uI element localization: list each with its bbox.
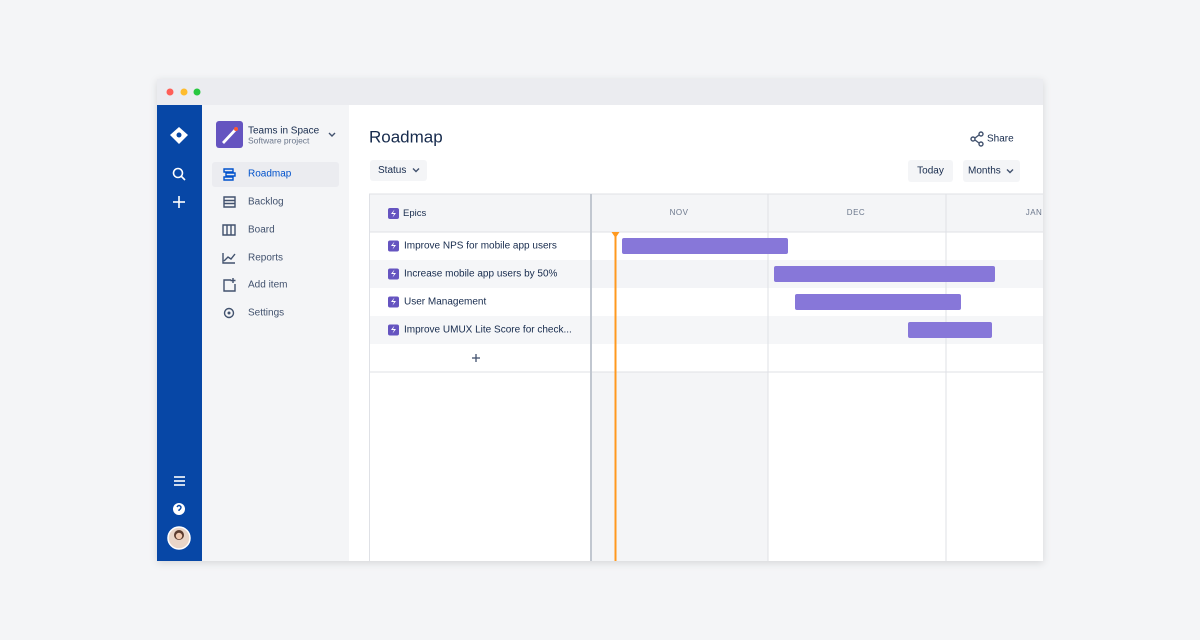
- title-bar: [157, 79, 1043, 105]
- roadmap: Epics NOV DEC JAN Improve NPS for mobile…: [369, 193, 1043, 561]
- nav-label: Add item: [248, 280, 287, 291]
- avatar-face: [175, 532, 183, 540]
- today-bg: [908, 160, 953, 182]
- logo-center: [176, 132, 182, 138]
- nav-label: Reports: [248, 253, 283, 264]
- share-label: Share: [987, 134, 1014, 145]
- epic-row[interactable]: Increase mobile app users by 50%: [388, 268, 558, 280]
- epic-title: Improve UMUX Lite Score for check...: [404, 325, 572, 336]
- minimize-dot[interactable]: [180, 88, 188, 96]
- epic-list: Improve NPS for mobile app users Increase…: [388, 240, 572, 336]
- epic-bar[interactable]: [908, 322, 992, 338]
- month-label: DEC: [847, 208, 865, 217]
- roadmap-icon: [223, 168, 236, 181]
- share-icon: [970, 131, 984, 147]
- months-label: Months: [968, 166, 1001, 177]
- page-title: Roadmap: [369, 127, 443, 146]
- add-item-icon: [223, 278, 236, 292]
- epic-bar[interactable]: [622, 238, 788, 254]
- epic-icon-bolt: [391, 297, 396, 306]
- board-icon: [222, 224, 236, 236]
- status-filter[interactable]: Status: [370, 160, 427, 181]
- month-label: NOV: [670, 208, 689, 217]
- grid-header-bg: [369, 194, 1043, 232]
- nav-label: Roadmap: [248, 169, 292, 180]
- epic-row[interactable]: Improve NPS for mobile app users: [388, 240, 557, 252]
- nav-item[interactable]: Settings: [223, 307, 285, 319]
- nav-item[interactable]: Backlog: [223, 196, 284, 208]
- past-shade: [591, 372, 768, 561]
- epic-title: Improve NPS for mobile app users: [404, 241, 557, 252]
- epic-bar[interactable]: [795, 294, 961, 310]
- column-title: Epics: [403, 208, 426, 219]
- epic-bar[interactable]: [774, 266, 995, 282]
- months-bg: [963, 160, 1020, 182]
- page-header: Roadmap Share Status Today Months: [369, 127, 1020, 182]
- epic-title: User Management: [404, 297, 486, 308]
- project-name: Teams in Space: [248, 126, 320, 137]
- nav-label: Board: [248, 225, 275, 236]
- epic-icon-bolt: [391, 269, 396, 278]
- epic-title: Increase mobile app users by 50%: [404, 269, 558, 280]
- global-nav-bg: [157, 105, 202, 561]
- month-label: JAN: [1026, 208, 1043, 217]
- nav-item[interactable]: Add item: [223, 278, 287, 292]
- reports-icon: [222, 253, 236, 264]
- status-bg: [370, 160, 427, 181]
- help-glyph: [176, 504, 182, 511]
- nav-label: Backlog: [248, 197, 284, 208]
- project-chevron[interactable]: [328, 132, 336, 137]
- status-chevron: [412, 168, 420, 173]
- today-button[interactable]: Today: [908, 160, 953, 182]
- epic-row[interactable]: Improve UMUX Lite Score for check...: [388, 324, 572, 336]
- menu-icon[interactable]: [174, 476, 185, 486]
- backlog-icon: [223, 196, 236, 208]
- project-subtitle: Software project: [248, 135, 310, 145]
- create-icon[interactable]: [173, 196, 185, 208]
- nav-item[interactable]: Board: [222, 224, 275, 236]
- months-chevron: [1006, 169, 1014, 174]
- sidebar: Teams in Space Software project Roadmap …: [202, 105, 349, 561]
- epic-icon-bolt: [391, 325, 396, 334]
- share-button[interactable]: Share: [970, 131, 1014, 147]
- zoom-dot[interactable]: [193, 88, 201, 96]
- add-epic[interactable]: [472, 354, 480, 362]
- rocket: [222, 127, 238, 144]
- rocket-tip: [234, 127, 238, 131]
- global-nav: [157, 105, 202, 561]
- months-button[interactable]: Months: [963, 160, 1020, 182]
- epic-icon-bolt: [391, 209, 396, 218]
- nav-item[interactable]: Reports: [222, 253, 283, 264]
- status-label: Status: [378, 165, 406, 176]
- epic-row[interactable]: User Management: [388, 296, 486, 308]
- nav-label: Settings: [248, 308, 284, 319]
- epic-icon-bolt: [391, 241, 396, 250]
- help-icon[interactable]: [173, 503, 185, 515]
- today-label: Today: [917, 166, 944, 177]
- settings-icon-dot: [227, 311, 231, 315]
- today-marker: [611, 232, 620, 238]
- close-dot[interactable]: [166, 88, 174, 96]
- nav-item[interactable]: Roadmap: [223, 168, 292, 181]
- nav-selected-bg: [212, 162, 339, 187]
- search-icon[interactable]: [172, 167, 186, 181]
- settings-icon: [223, 307, 235, 319]
